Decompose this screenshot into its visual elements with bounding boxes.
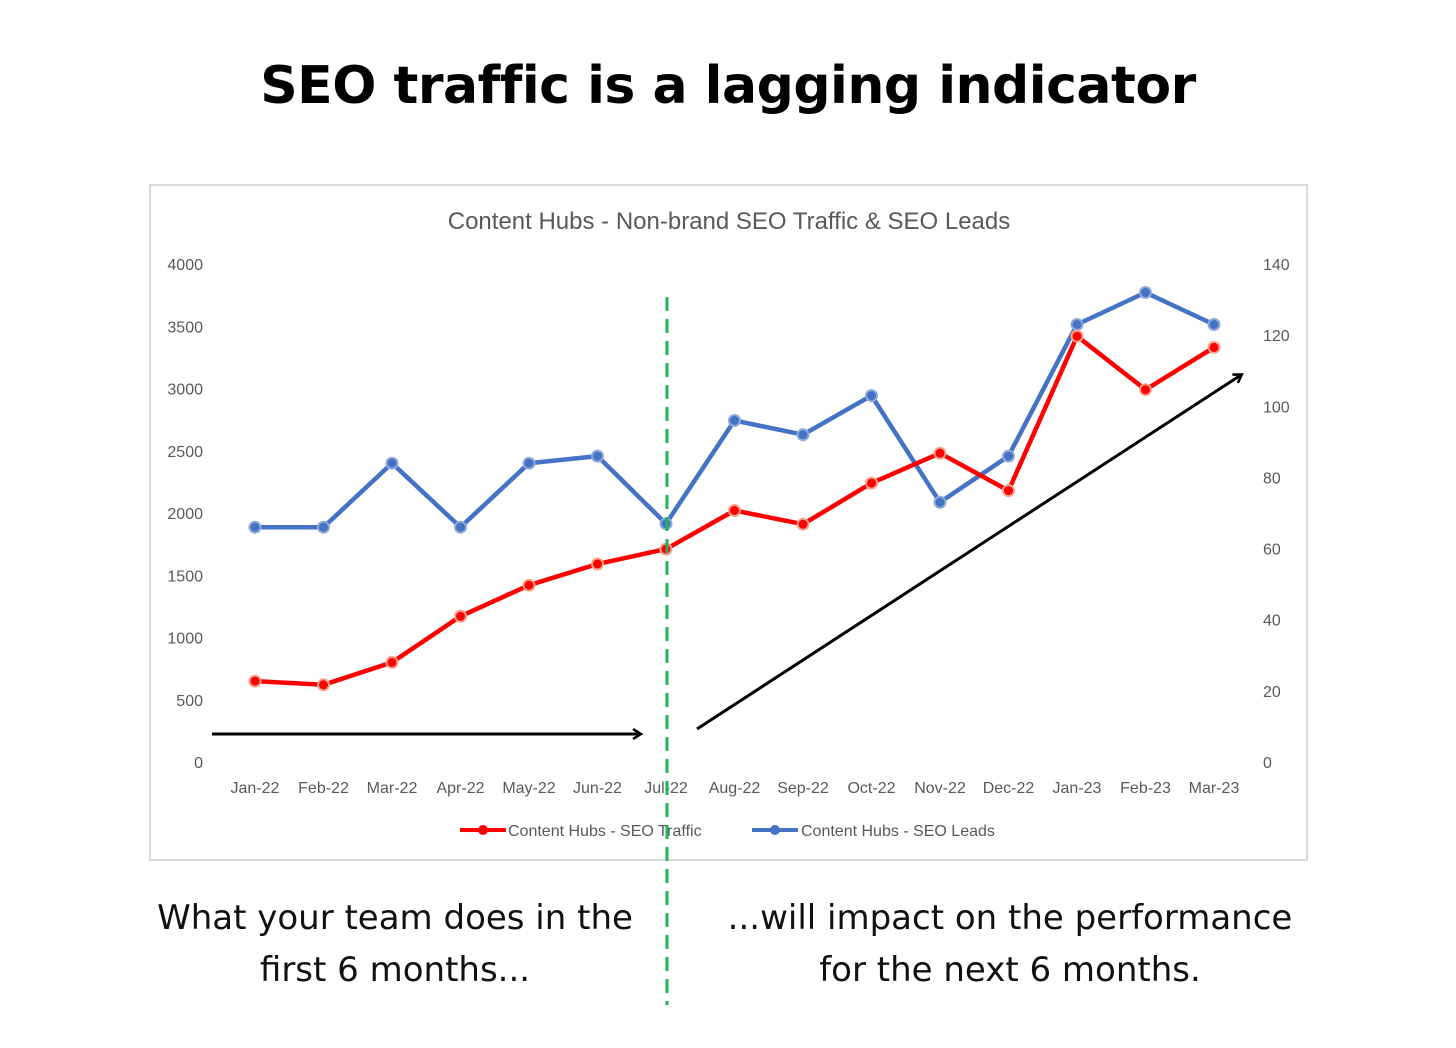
caption-left-line-2: first 6 months... <box>259 950 531 990</box>
right-tick-label: 20 <box>1263 684 1281 701</box>
right-tick-label: 40 <box>1263 613 1281 630</box>
point-traffic <box>796 517 810 531</box>
right-tick-label: 80 <box>1263 470 1281 487</box>
right-tick-label: 140 <box>1263 257 1290 274</box>
x-tick-label: Mar-22 <box>367 780 418 797</box>
point-leads <box>1002 449 1015 463</box>
x-axis-ticks: Jan-22Feb-22Mar-22Apr-22May-22Jun-22Jul-… <box>231 780 1240 797</box>
headline: SEO traffic is a lagging indicator <box>260 56 1196 116</box>
x-tick-label: Jan-22 <box>231 780 280 797</box>
point-leads <box>1207 318 1221 331</box>
right-axis-ticks: 0 20 40 60 80 100 120 140 <box>1263 257 1290 772</box>
point-traffic <box>454 609 467 623</box>
point-leads <box>522 456 536 470</box>
point-leads <box>865 389 878 403</box>
left-tick-label: 3500 <box>167 319 203 336</box>
rising-arrow <box>696 375 1241 731</box>
point-leads <box>1139 286 1152 299</box>
left-tick-label: 3000 <box>167 382 203 399</box>
point-traffic <box>248 674 262 688</box>
point-leads <box>385 456 399 470</box>
point-leads <box>591 449 604 463</box>
point-traffic <box>591 557 604 571</box>
left-tick-label: 1500 <box>167 568 203 585</box>
x-tick-label: Feb-23 <box>1120 780 1171 797</box>
left-axis-ticks: 0 500 1000 1500 2000 2500 3000 3500 4000 <box>167 257 203 772</box>
point-traffic <box>1002 484 1015 498</box>
point-traffic <box>1070 329 1084 343</box>
legend-label-leads: Content Hubs - SEO Leads <box>801 823 995 840</box>
left-tick-label: 1000 <box>167 631 203 648</box>
right-tick-label: 60 <box>1263 542 1281 559</box>
point-traffic <box>385 655 399 669</box>
caption-right-line-2: for the next 6 months. <box>819 950 1201 990</box>
annotations <box>212 297 1241 1005</box>
x-tick-label: Sep-22 <box>777 780 829 797</box>
legend-marker-leads <box>770 825 780 835</box>
point-leads <box>933 495 947 509</box>
x-tick-label: Nov-22 <box>914 780 966 797</box>
x-tick-label: Jan-23 <box>1053 780 1102 797</box>
legend: Content Hubs - SEO Traffic Content Hubs … <box>460 823 995 840</box>
point-traffic <box>317 678 330 692</box>
right-tick-label: 0 <box>1263 755 1272 772</box>
left-tick-label: 2000 <box>167 506 203 523</box>
chart-title: Content Hubs - Non-brand SEO Traffic & S… <box>448 208 1011 235</box>
point-leads <box>454 520 467 534</box>
point-traffic <box>1207 340 1221 354</box>
point-traffic <box>865 476 878 490</box>
legend-label-traffic: Content Hubs - SEO Traffic <box>508 823 702 840</box>
x-tick-label: Dec-22 <box>983 780 1035 797</box>
point-traffic <box>728 504 741 517</box>
series-layer <box>248 286 1221 692</box>
x-tick-label: Feb-22 <box>298 780 349 797</box>
x-tick-label: Aug-22 <box>709 780 761 797</box>
point-leads <box>796 428 810 442</box>
left-tick-label: 500 <box>176 693 203 710</box>
x-tick-label: Jun-22 <box>573 780 622 797</box>
x-tick-label: Apr-22 <box>436 780 484 797</box>
caption-left-line-1: What your team does in the <box>157 898 633 938</box>
caption-right: ...will impact on the performance for th… <box>700 892 1320 996</box>
point-leads <box>1070 318 1084 331</box>
x-tick-label: Mar-23 <box>1189 780 1240 797</box>
point-traffic <box>933 446 947 460</box>
caption-left: What your team does in the first 6 month… <box>130 892 660 996</box>
left-tick-label: 2500 <box>167 444 203 461</box>
right-tick-label: 120 <box>1263 328 1290 345</box>
left-tick-label: 4000 <box>167 257 203 274</box>
x-tick-label: May-22 <box>502 780 555 797</box>
point-leads <box>317 520 330 534</box>
left-tick-label: 0 <box>194 755 203 772</box>
legend-marker-traffic <box>478 825 488 835</box>
point-traffic <box>1139 383 1152 397</box>
caption-right-line-1: ...will impact on the performance <box>727 898 1293 938</box>
point-traffic <box>522 578 536 592</box>
x-tick-label: Oct-22 <box>847 780 895 797</box>
point-leads <box>728 414 741 427</box>
chart-frame <box>149 184 1308 861</box>
point-leads <box>248 520 262 534</box>
right-tick-label: 100 <box>1263 399 1290 416</box>
